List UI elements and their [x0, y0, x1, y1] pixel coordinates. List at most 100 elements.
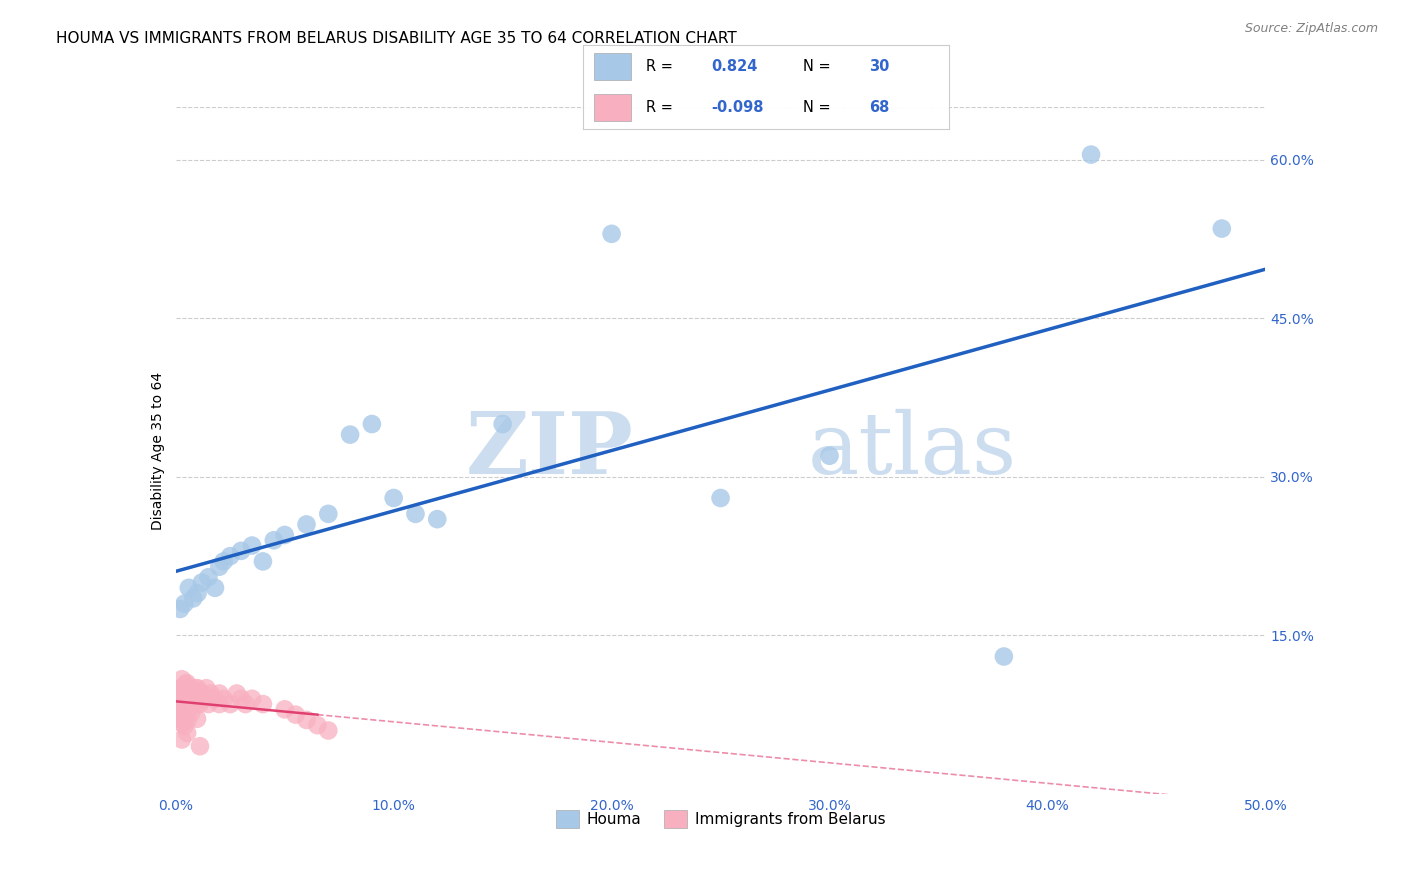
Point	[191, 686, 214, 700]
Point	[186, 691, 209, 706]
Point	[173, 708, 195, 723]
Point	[818, 449, 841, 463]
Point	[339, 427, 361, 442]
Point	[188, 739, 211, 754]
Y-axis label: Disability Age 35 to 64: Disability Age 35 to 64	[150, 371, 165, 530]
Point	[1080, 147, 1102, 161]
Point	[219, 697, 242, 711]
Point	[167, 708, 190, 723]
Point	[307, 718, 329, 732]
Point	[231, 691, 253, 706]
Point	[172, 697, 194, 711]
Point	[184, 681, 207, 696]
FancyBboxPatch shape	[595, 94, 631, 120]
Point	[174, 677, 197, 691]
Point	[184, 697, 207, 711]
Point	[195, 681, 218, 696]
Point	[169, 702, 191, 716]
Point	[295, 713, 318, 727]
Point	[208, 559, 231, 574]
Point	[200, 686, 222, 700]
Point	[166, 690, 188, 705]
Text: Source: ZipAtlas.com: Source: ZipAtlas.com	[1244, 22, 1378, 36]
Point	[274, 702, 297, 716]
Point	[167, 686, 190, 700]
Point	[180, 697, 202, 711]
Point	[181, 591, 204, 606]
Point	[165, 682, 187, 697]
Point	[173, 686, 195, 700]
Point	[172, 686, 194, 700]
Text: N =: N =	[803, 100, 835, 115]
Point	[252, 697, 274, 711]
Point	[426, 512, 449, 526]
Point	[186, 712, 208, 726]
Point	[1211, 221, 1233, 235]
Point	[186, 586, 209, 600]
Text: 30: 30	[869, 59, 889, 74]
Point	[235, 697, 257, 711]
Point	[177, 581, 200, 595]
Point	[176, 713, 198, 727]
Point	[212, 554, 235, 568]
Point	[176, 726, 198, 740]
Point	[284, 707, 307, 722]
Point	[181, 691, 204, 706]
Point	[382, 491, 405, 505]
Point	[173, 719, 195, 733]
Text: atlas: atlas	[807, 409, 1017, 492]
Point	[172, 707, 194, 722]
Text: R =: R =	[645, 100, 678, 115]
Point	[212, 691, 235, 706]
Point	[172, 681, 194, 696]
FancyBboxPatch shape	[595, 54, 631, 80]
Point	[176, 697, 198, 711]
Point	[169, 681, 191, 696]
Text: HOUMA VS IMMIGRANTS FROM BELARUS DISABILITY AGE 35 TO 64 CORRELATION CHART: HOUMA VS IMMIGRANTS FROM BELARUS DISABIL…	[56, 31, 737, 46]
Point	[318, 507, 340, 521]
Point	[173, 700, 195, 714]
Point	[169, 708, 191, 723]
Point	[219, 549, 242, 563]
Text: 0.824: 0.824	[711, 59, 758, 74]
Point	[240, 691, 263, 706]
Point	[993, 649, 1015, 664]
Point	[318, 723, 340, 738]
Point	[170, 673, 193, 687]
Point	[208, 686, 231, 700]
Point	[169, 602, 191, 616]
Point	[193, 691, 215, 706]
Point	[208, 697, 231, 711]
Text: R =: R =	[645, 59, 678, 74]
Text: ZIP: ZIP	[465, 409, 633, 492]
Text: 68: 68	[869, 100, 889, 115]
Point	[172, 697, 194, 711]
Point	[170, 732, 193, 747]
Point	[167, 704, 190, 718]
Point	[180, 706, 202, 720]
Point	[186, 681, 209, 696]
Point	[204, 581, 226, 595]
Point	[263, 533, 285, 548]
Point	[204, 691, 226, 706]
Point	[231, 544, 253, 558]
Point	[186, 692, 208, 706]
Text: N =: N =	[803, 59, 835, 74]
Text: -0.098: -0.098	[711, 100, 763, 115]
Point	[274, 528, 297, 542]
Point	[225, 686, 247, 700]
Point	[405, 507, 427, 521]
Point	[176, 706, 198, 720]
Point	[176, 676, 198, 690]
Point	[360, 417, 382, 431]
Point	[197, 697, 219, 711]
Point	[176, 681, 198, 696]
Point	[173, 597, 195, 611]
Point	[710, 491, 733, 505]
Point	[172, 712, 194, 726]
Legend: Houma, Immigrants from Belarus: Houma, Immigrants from Belarus	[550, 804, 891, 834]
Point	[173, 691, 195, 706]
Point	[492, 417, 515, 431]
Point	[172, 716, 194, 731]
Point	[191, 575, 214, 590]
